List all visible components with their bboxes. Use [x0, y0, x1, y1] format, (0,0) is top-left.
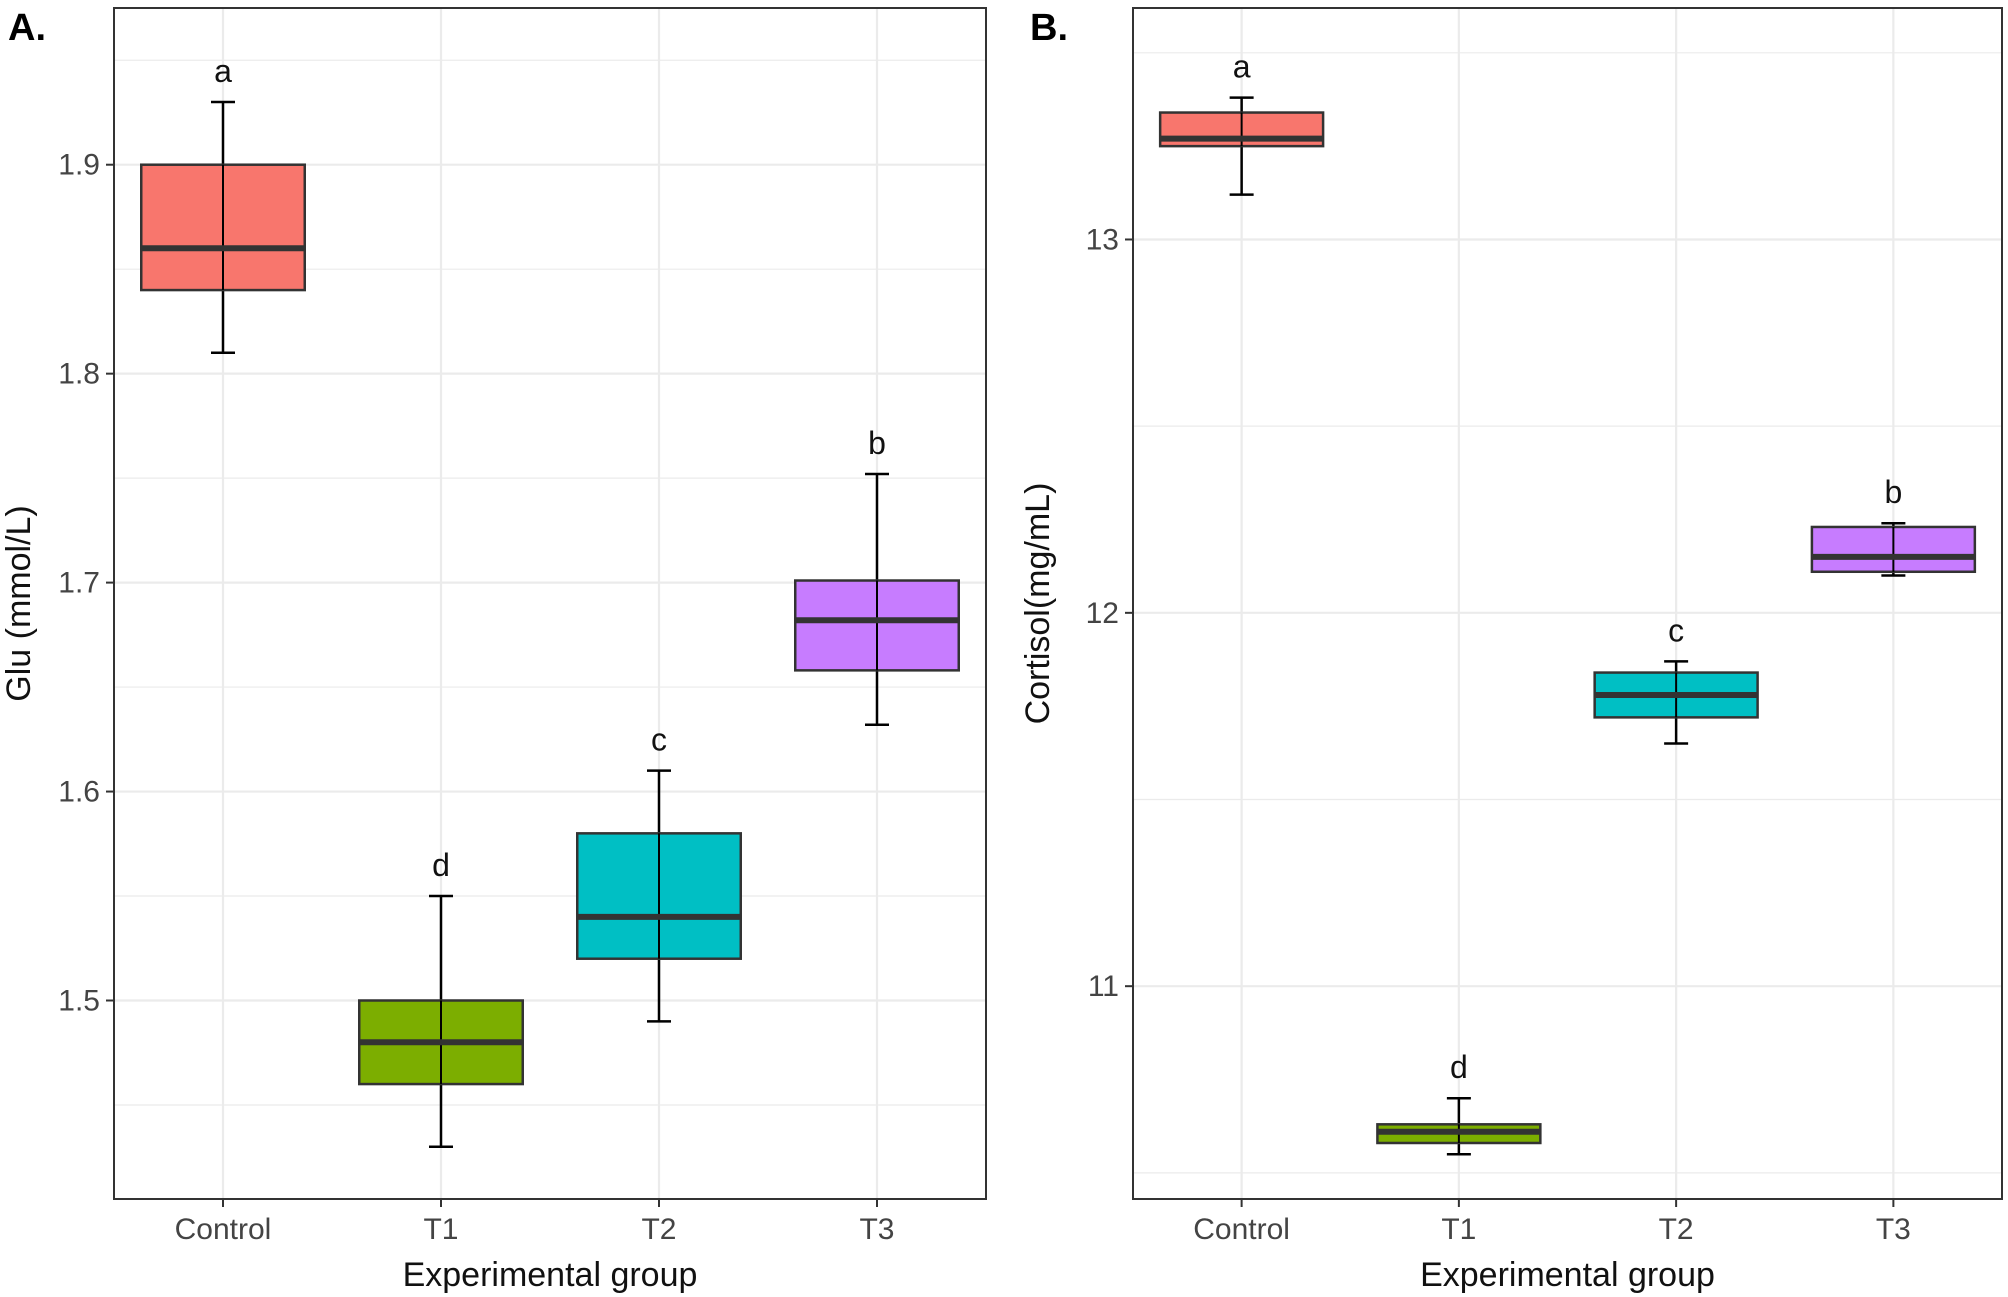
x-tick-label: T1 — [423, 1213, 458, 1246]
box-t3: b — [794, 425, 960, 726]
y-tick-label: 11 — [1088, 970, 1119, 1003]
x-axis-title: Experimental group — [403, 1256, 698, 1294]
box-t2: c — [1593, 612, 1759, 745]
panel-label: A. — [8, 7, 46, 49]
significance-letter: b — [1884, 474, 1902, 510]
y-axis-title: Cortisol(mg/mL) — [1019, 483, 1057, 725]
x-axis-title: Experimental group — [1420, 1256, 1715, 1294]
y-tick-label: 1.8 — [58, 358, 100, 391]
significance-letter: a — [214, 53, 232, 89]
x-tick-label: Control — [175, 1213, 272, 1246]
y-axis-title: Glu (mmol/L) — [0, 505, 38, 701]
x-tick-label: T3 — [859, 1213, 894, 1246]
y-tick-label: 1.5 — [58, 985, 100, 1018]
x-tick-label: T3 — [1876, 1213, 1911, 1246]
panel-label: B. — [1030, 7, 1068, 49]
y-tick-label: 1.6 — [58, 776, 100, 809]
panel-a: 1.5 1.6 1.7 1.8 1.9 a d c b Control T1 T2 T3 Experime… — [0, 7, 987, 1294]
x-tick-label: T1 — [1441, 1213, 1476, 1246]
panel-b: 11 12 13 a d c b Control T1 T2 T3 Experimental grou… — [1019, 7, 2003, 1294]
panel-border — [1132, 7, 2003, 1200]
significance-letter: c — [651, 722, 667, 758]
panel-border — [113, 7, 987, 1200]
box-control: a — [1158, 49, 1325, 196]
y-tick-label: 1.9 — [58, 149, 100, 182]
significance-letter: d — [1450, 1049, 1468, 1085]
y-tick-label: 1.7 — [58, 567, 100, 600]
y-tick-label: 13 — [1086, 223, 1119, 256]
box-t3: b — [1810, 474, 1977, 577]
box-t1: d — [358, 847, 524, 1149]
significance-letter: d — [432, 847, 450, 883]
box-t1: d — [1376, 1049, 1542, 1156]
significance-letter: a — [1233, 49, 1251, 85]
box-t2: c — [576, 722, 742, 1023]
significance-letter: c — [1668, 612, 1684, 648]
y-tick-label: 12 — [1086, 597, 1119, 630]
x-tick-label: Control — [1193, 1213, 1290, 1246]
box-control: a — [140, 53, 306, 355]
x-tick-label: T2 — [1659, 1213, 1694, 1246]
x-tick-label: T2 — [641, 1213, 676, 1246]
significance-letter: b — [868, 425, 886, 461]
grid — [1133, 8, 2002, 1199]
